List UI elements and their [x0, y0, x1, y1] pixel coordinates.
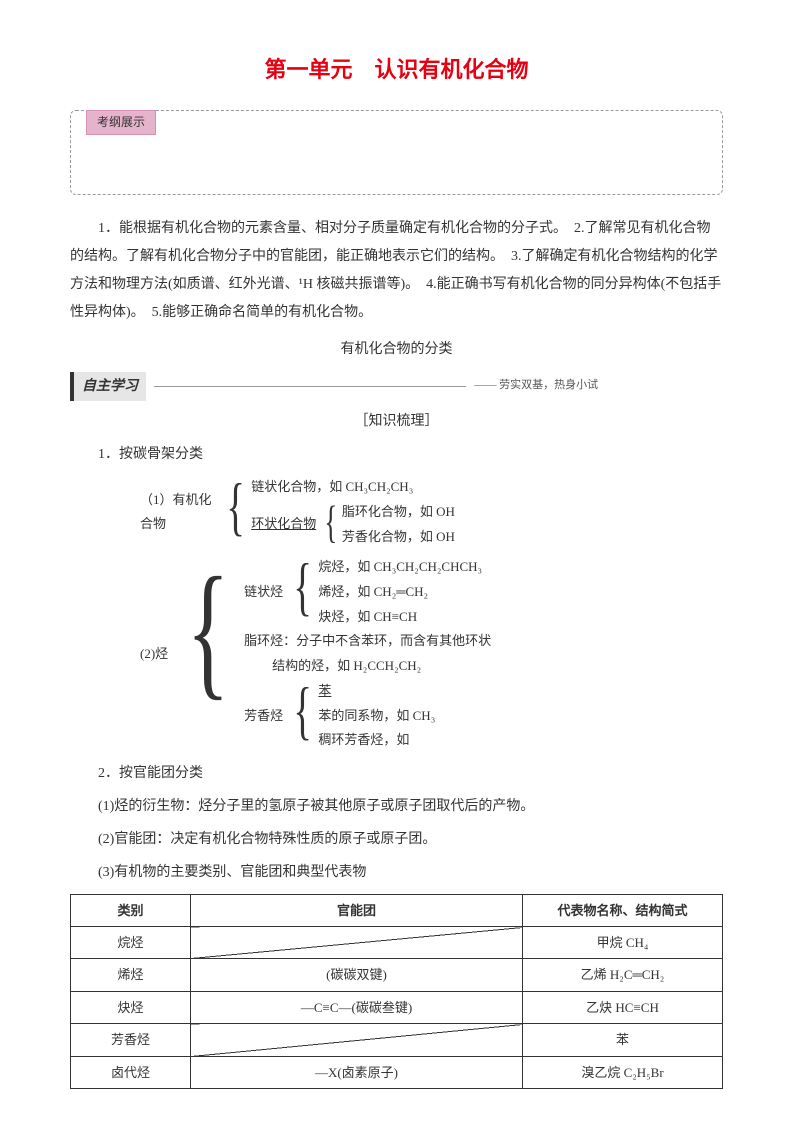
- tree2-aroma-a: 苯: [318, 679, 435, 704]
- tree2-chain-label: 链状烃: [244, 555, 287, 629]
- tree-1: （1）有机化合物 { 链状化合物，如 CH₃CH₂CH₃ 环状化合物 { 脂环化…: [140, 475, 723, 549]
- cell-category: 炔烃: [71, 991, 191, 1023]
- cell-rep: 乙烯 H₂C═CH₂: [523, 959, 723, 991]
- cell-group: (碳碳双键): [191, 959, 523, 991]
- tree2-aroma-label: 芳香烃: [244, 679, 287, 753]
- brace-icon: {: [187, 555, 230, 753]
- tree2-chain-a: 烷烃，如 CH₃CH₂CH₂CHCH₃: [318, 555, 482, 580]
- cell-rep: 乙炔 HC≡CH: [523, 991, 723, 1023]
- cell-rep: 溴乙烷 C₂H₅Br: [523, 1056, 723, 1088]
- sub-3: (3)有机物的主要类别、官能团和典型代表物: [70, 860, 723, 885]
- table-header-row: 类别 官能团 代表物名称、结构简式: [71, 894, 723, 926]
- outline-tag: 考纲展示: [86, 110, 156, 136]
- th-group: 官能团: [191, 894, 523, 926]
- tree1-chain: 链状化合物，如 CH₃CH₂CH₃: [251, 475, 455, 500]
- th-category: 类别: [71, 894, 191, 926]
- cell-rep: 苯: [523, 1024, 723, 1056]
- table-row: 芳香烃 苯: [71, 1024, 723, 1056]
- tree2-aroma-b: 苯的同系物，如 CH₃: [318, 704, 435, 729]
- cell-group: [191, 1024, 523, 1056]
- knowledge-label: ［知识梳理］: [70, 409, 723, 434]
- cell-rep: 甲烷 CH₄: [523, 927, 723, 959]
- tree-2: (2)烃 { 链状烃 { 烷烃，如 CH₃CH₂CH₂CHCH₃ 烯烃，如 CH…: [140, 555, 723, 753]
- cell-category: 烯烃: [71, 959, 191, 991]
- cell-group: —X(卤素原子): [191, 1056, 523, 1088]
- compound-table: 类别 官能团 代表物名称、结构简式 烷烃甲烷 CH₄烯烃(碳碳双键)乙烯 H₂C…: [70, 894, 723, 1089]
- tree1-ring-label: 环状化合物: [251, 500, 320, 549]
- tree2-ali: 脂环烃：分子中不含苯环，而含有其他环状: [244, 629, 491, 654]
- subtitle: 有机化合物的分类: [70, 337, 723, 362]
- table-row: 炔烃—C≡C—(碳碳叁键)乙炔 HC≡CH: [71, 991, 723, 1023]
- tree2-chain-c: 炔烃，如 CH≡CH: [318, 605, 482, 630]
- brace-icon: {: [226, 475, 245, 549]
- cell-category: 烷烃: [71, 927, 191, 959]
- study-note: —— 劳实双基，热身小试: [474, 376, 598, 396]
- intro-paragraph: 1．能根据有机化合物的元素含量、相对分子质量确定有机化合物的分子式。 2.了解常…: [70, 215, 723, 327]
- th-rep: 代表物名称、结构简式: [523, 894, 723, 926]
- study-bar: 自主学习 —— 劳实双基，热身小试: [70, 372, 723, 401]
- study-label: 自主学习: [70, 372, 146, 401]
- tree2-prefix: (2)烃: [140, 555, 172, 753]
- cell-group: [191, 927, 523, 959]
- table-row: 卤代烃—X(卤素原子)溴乙烷 C₂H₅Br: [71, 1056, 723, 1088]
- table-row: 烯烃(碳碳双键)乙烯 H₂C═CH₂: [71, 959, 723, 991]
- cell-category: 芳香烃: [71, 1024, 191, 1056]
- brace-icon: {: [293, 555, 312, 629]
- tree1-prefix: （1）有机化合物: [140, 475, 220, 549]
- sub-2: (2)官能团：决定有机化合物特殊性质的原子或原子团。: [70, 827, 723, 852]
- tree1-ring-a: 脂环化合物，如 OH: [342, 500, 455, 525]
- divider-line: [154, 386, 466, 387]
- tree1-ring-b: 芳香化合物，如 OH: [342, 525, 455, 550]
- cell-category: 卤代烃: [71, 1056, 191, 1088]
- tree2-chain-b: 烯烃，如 CH₂═CH₂: [318, 580, 482, 605]
- tree2-ali-sub: 结构的烃，如 H₂CCH₂CH₂: [244, 654, 491, 679]
- sub-1: (1)烃的衍生物：烃分子里的氢原子被其他原子或原子团取代后的产物。: [70, 794, 723, 819]
- cell-group: —C≡C—(碳碳叁键): [191, 991, 523, 1023]
- outline-box: 考纲展示: [70, 110, 723, 195]
- section-1: 1．按碳骨架分类: [70, 442, 723, 467]
- section-2: 2．按官能团分类: [70, 761, 723, 786]
- brace-icon: {: [325, 500, 338, 549]
- table-row: 烷烃 甲烷 CH₄: [71, 927, 723, 959]
- page-title: 第一单元 认识有机化合物: [70, 50, 723, 90]
- brace-icon: {: [293, 679, 312, 753]
- tree2-aroma-c: 稠环芳香烃，如: [318, 728, 435, 753]
